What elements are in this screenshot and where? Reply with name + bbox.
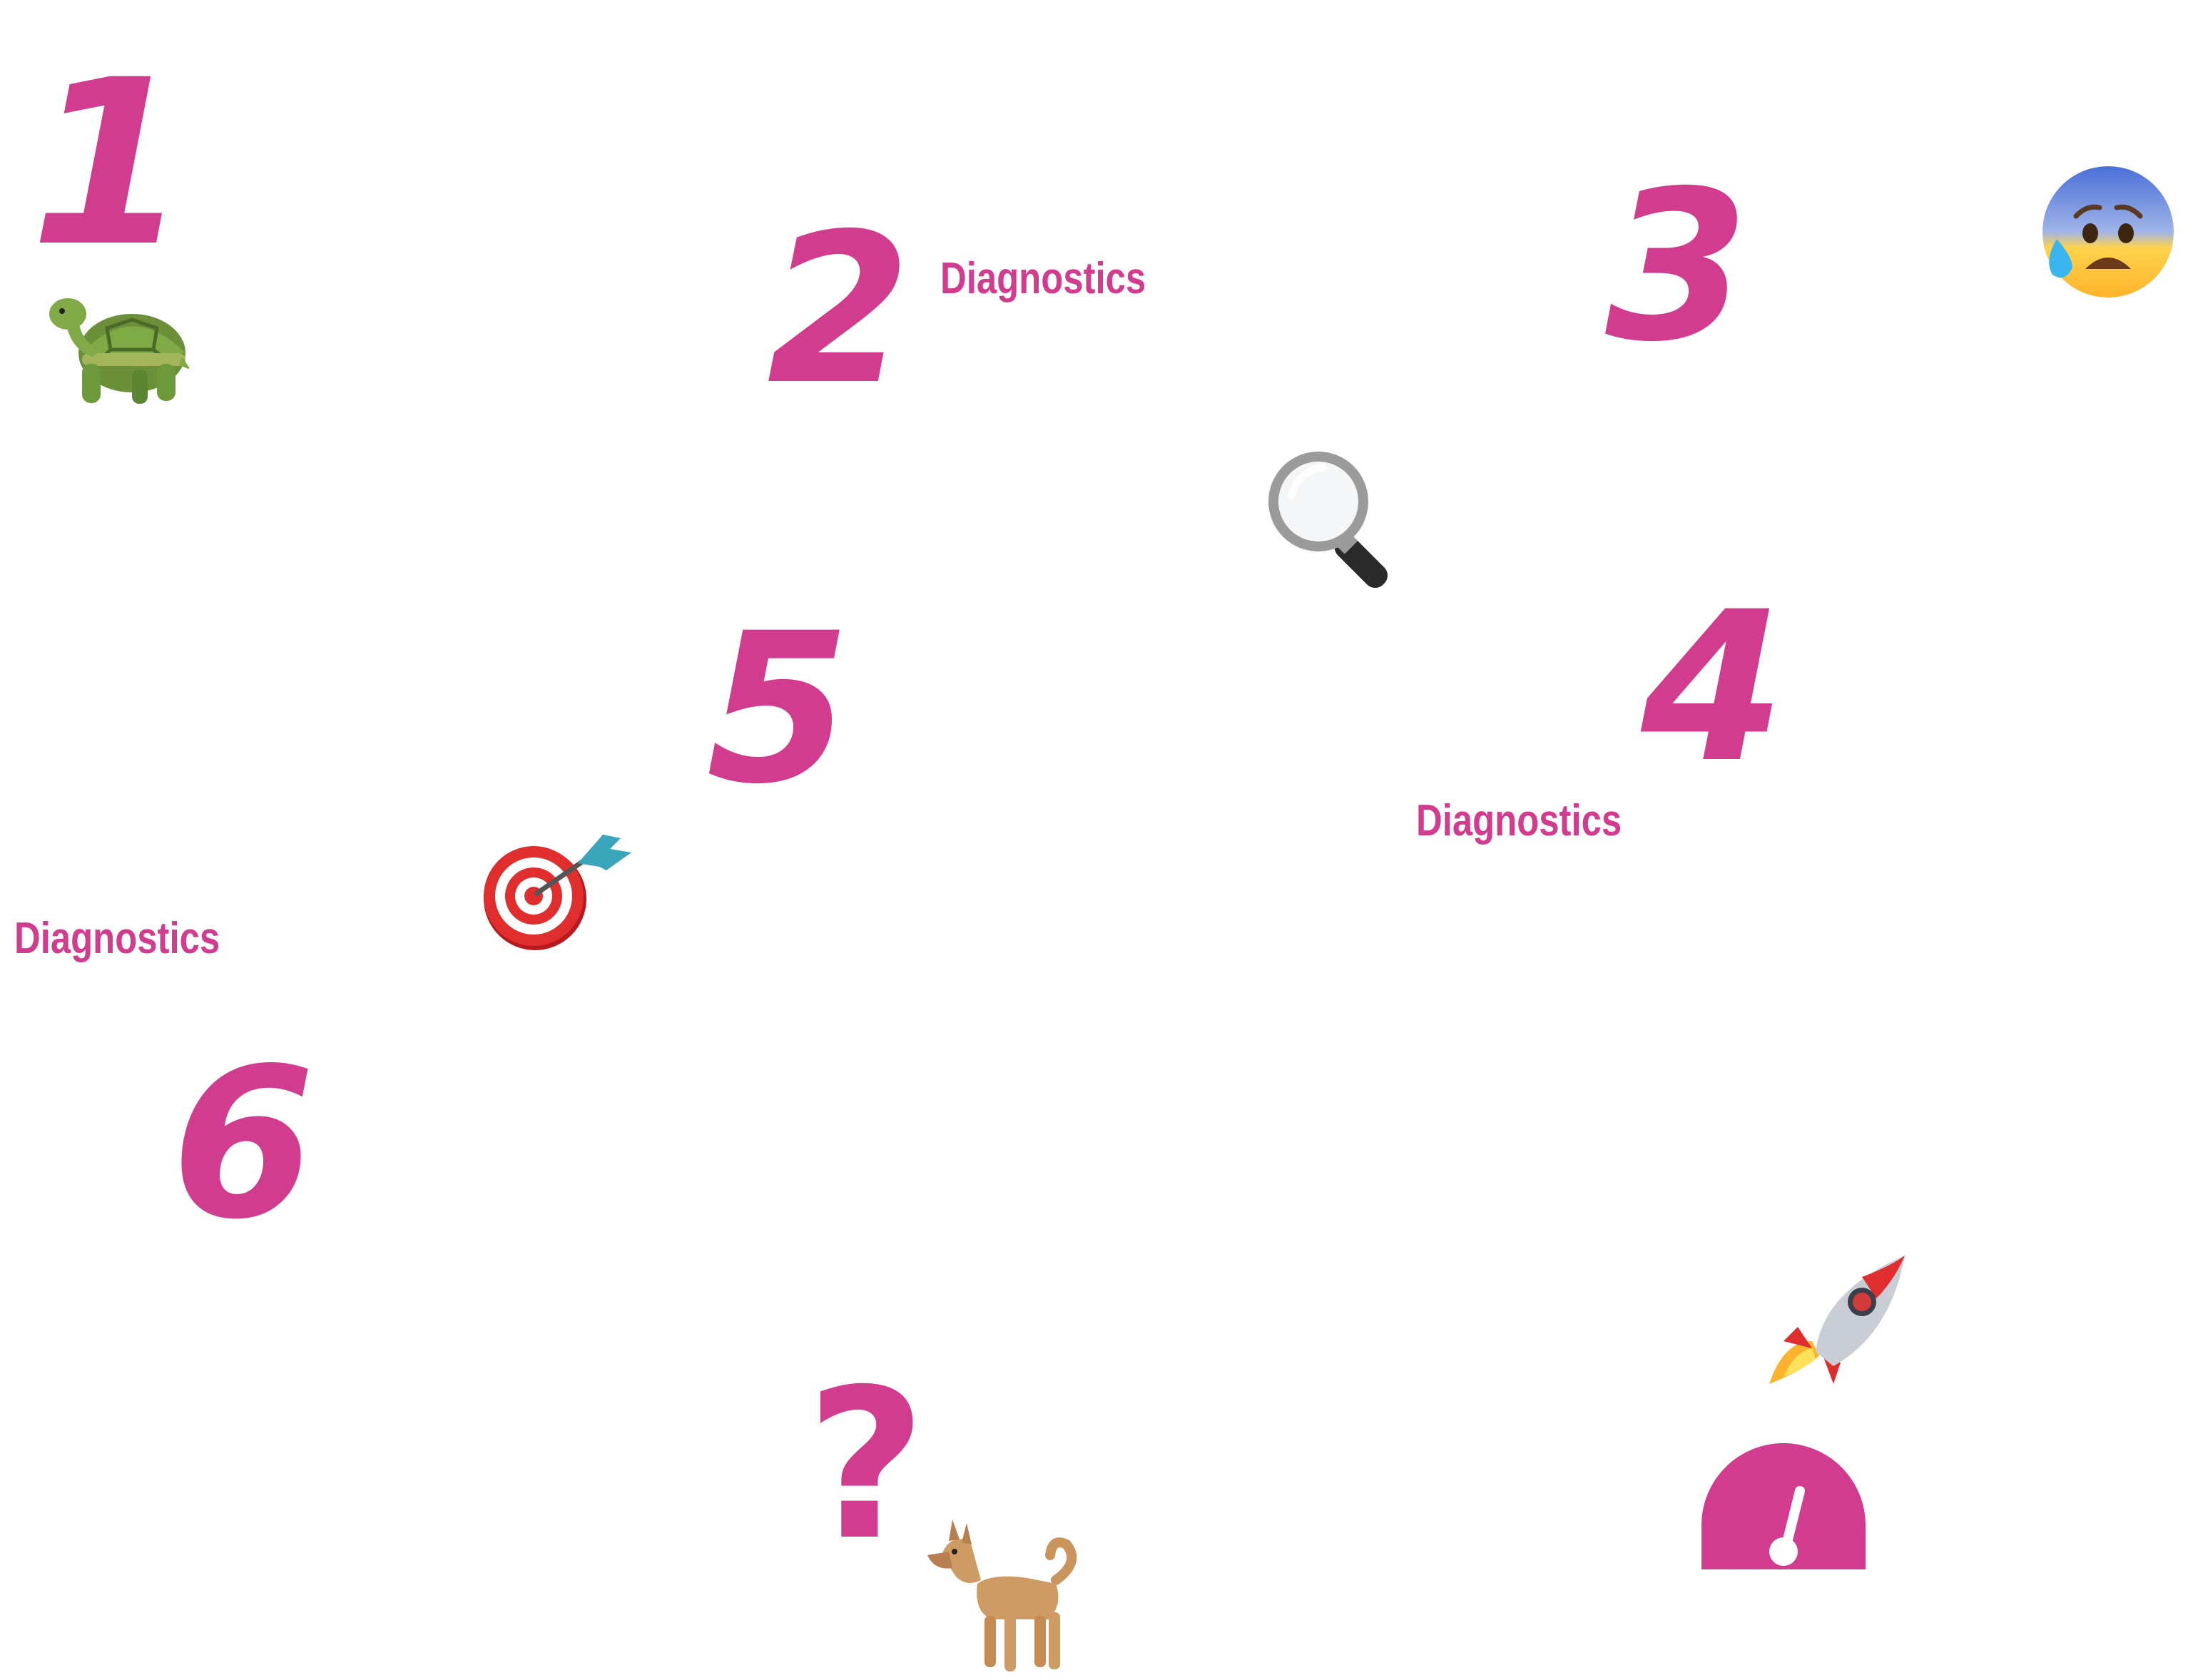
rocket-icon <box>1769 1256 1905 1384</box>
step-number-unknown: ? <box>806 1345 927 1586</box>
step-number-4: 4 <box>1641 568 1785 808</box>
diagnostics-label-step-6: Diagnostics <box>14 914 220 963</box>
turtle-icon <box>49 298 189 404</box>
step-number-3: 3 <box>1605 147 1749 387</box>
magnifying-glass-icon <box>1268 452 1388 589</box>
anxious-face-icon <box>2042 166 2174 297</box>
diagnostics-label-step-2: Diagnostics <box>940 254 1146 303</box>
step-number-5: 5 <box>706 589 850 830</box>
step-number-2: 2 <box>767 190 911 430</box>
step-number-6: 6 <box>171 1024 315 1265</box>
direct-hit-target-icon <box>484 835 631 950</box>
diagnostics-label-step-4: Diagnostics <box>1416 796 1622 845</box>
step-number-1: 1 <box>30 31 189 297</box>
dog-icon <box>927 1519 1077 1671</box>
speedometer-icon <box>1701 1443 1866 1569</box>
